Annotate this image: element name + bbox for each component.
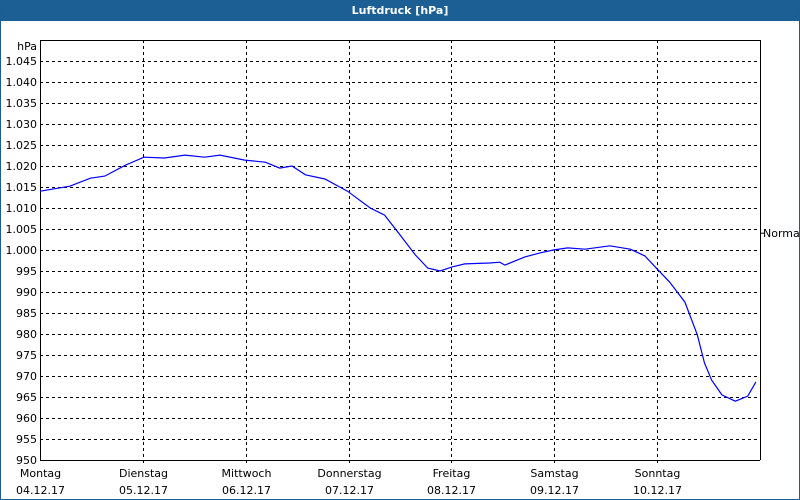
y-tick-label: 1.025: [6, 139, 38, 152]
y-tick-label: 1.015: [6, 181, 38, 194]
x-tick-date: 05.12.17: [119, 484, 168, 497]
x-tick-date: 04.12.17: [16, 484, 65, 497]
x-tick-day: Sonntag: [635, 467, 681, 480]
y-tick-label: 980: [16, 328, 37, 341]
x-tick-day: Samstag: [530, 467, 578, 480]
y-tick-label: 1.000: [6, 244, 38, 257]
y-tick-label: 1.040: [6, 76, 38, 89]
y-tick-label: 975: [16, 349, 37, 362]
y-tick-label: 950: [16, 454, 37, 467]
normal-label: Normal: [763, 227, 800, 240]
y-tick-label: 965: [16, 391, 37, 404]
x-tick-day: Freitag: [433, 467, 471, 480]
x-tick-day: Mittwoch: [222, 467, 272, 480]
window-title: Luftdruck [hPa]: [1, 1, 799, 21]
y-tick-label: 955: [16, 433, 37, 446]
y-tick-label: 985: [16, 307, 37, 320]
x-tick-date: 09.12.17: [530, 484, 579, 497]
x-tick-date: 06.12.17: [222, 484, 271, 497]
x-tick-date: 10.12.17: [633, 484, 682, 497]
y-tick-label: 1.045: [6, 55, 38, 68]
y-tick-label: 1.035: [6, 97, 38, 110]
y-tick-label: 995: [16, 265, 37, 278]
y-tick-label: 1.030: [6, 118, 38, 131]
x-tick-date: 07.12.17: [325, 484, 374, 497]
y-tick-label: 1.005: [6, 223, 38, 236]
x-tick-day: Donnerstag: [317, 467, 381, 480]
y-tick-label: 1.010: [6, 202, 38, 215]
x-tick-day: Montag: [20, 467, 61, 480]
y-tick-label: 970: [16, 370, 37, 383]
x-tick-day: Dienstag: [119, 467, 168, 480]
y-axis-unit: hPa: [17, 40, 37, 53]
y-tick-label: 990: [16, 286, 37, 299]
pressure-line: [39, 154, 757, 402]
y-tick-label: 960: [16, 412, 37, 425]
x-tick-date: 08.12.17: [427, 484, 476, 497]
y-tick-label: 1.020: [6, 160, 38, 173]
